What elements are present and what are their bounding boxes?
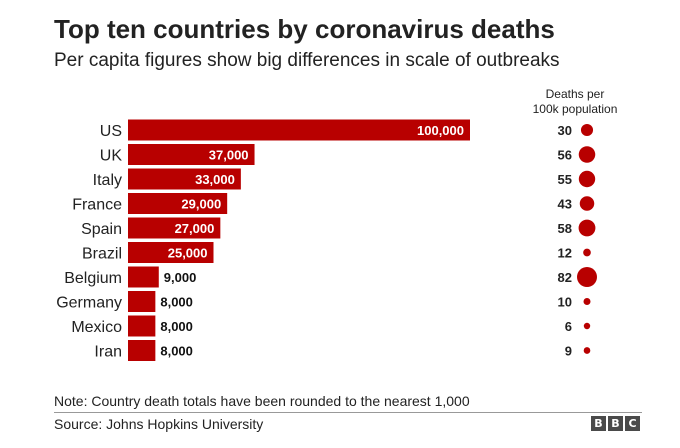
per-capita-value: 30 — [558, 123, 572, 138]
bar — [128, 291, 156, 312]
chart-row: US 100,000 30 — [100, 119, 594, 141]
bar-value-label: 29,000 — [181, 197, 221, 212]
category-label: Spain — [81, 221, 122, 238]
per-capita-dot — [583, 322, 591, 330]
bar-value-label: 8,000 — [160, 295, 193, 310]
chart-row: Germany 8,000 10 — [56, 291, 591, 312]
chart-row: Iran 8,000 9 — [94, 340, 591, 361]
chart-row: Mexico 8,000 6 — [71, 315, 591, 337]
per-capita-value: 6 — [565, 319, 572, 334]
bar-value-label: 33,000 — [195, 172, 235, 187]
bar-value-label: 37,000 — [209, 148, 249, 163]
per-capita-dot — [580, 123, 594, 137]
per-capita-value: 43 — [558, 197, 572, 212]
category-label: Italy — [93, 172, 122, 189]
bar — [128, 193, 228, 214]
per-capita-value: 58 — [558, 221, 572, 236]
bar — [128, 119, 470, 141]
bar-value-label: 100,000 — [417, 123, 464, 138]
bar — [128, 168, 241, 190]
bbc-logo-block: B — [591, 416, 606, 431]
per-capita-value: 82 — [558, 270, 572, 285]
category-label: Brazil — [82, 246, 122, 263]
bar-value-label: 27,000 — [175, 221, 215, 236]
category-label: UK — [100, 148, 123, 165]
source-note: Source: Johns Hopkins University — [54, 416, 264, 432]
per-capita-dot — [583, 248, 591, 257]
per-capita-value: 12 — [558, 246, 572, 261]
chart-row: Italy 33,000 55 — [93, 168, 596, 190]
chart-area: Deaths per 100k population US 100,000 30 UK… — [56, 87, 618, 361]
bar — [128, 242, 214, 263]
category-label: Mexico — [71, 319, 122, 336]
per-capita-dot — [577, 267, 597, 287]
per-capita-header-line-1: Deaths per — [546, 87, 605, 101]
chart-subtitle: Per capita figures show big differences … — [54, 50, 560, 71]
bar-value-label: 25,000 — [168, 246, 208, 261]
per-capita-value: 56 — [558, 148, 572, 163]
category-label: Belgium — [64, 270, 122, 287]
per-capita-value: 10 — [558, 295, 572, 310]
bar — [128, 340, 156, 361]
chart-title: Top ten countries by coronavirus deaths — [54, 14, 555, 44]
chart-row: France 29,000 43 — [72, 193, 595, 214]
per-capita-value: 55 — [558, 172, 572, 187]
bar — [128, 144, 255, 165]
footer-divider — [54, 412, 642, 413]
category-label: Iran — [94, 344, 122, 361]
per-capita-dot — [579, 196, 595, 211]
footnote: Note: Country death totals have been rou… — [54, 393, 470, 409]
bbc-logo-block: B — [608, 416, 623, 431]
per-capita-dot — [578, 170, 596, 188]
bbc-logo-block: C — [625, 416, 640, 431]
per-capita-value: 9 — [565, 344, 572, 359]
category-label: Germany — [56, 295, 122, 312]
chart-row: UK 37,000 56 — [100, 144, 596, 165]
chart-row: Spain 27,000 58 — [81, 217, 596, 239]
chart-rows: US 100,000 30 UK 37,000 56 Italy 33,000 55 France… — [56, 119, 597, 361]
bar-value-label: 9,000 — [164, 270, 197, 285]
category-label: France — [72, 197, 122, 214]
per-capita-header-line-2: 100k population — [533, 102, 618, 116]
category-label: US — [100, 123, 122, 140]
bar-value-label: 8,000 — [160, 344, 193, 359]
per-capita-dot — [578, 146, 596, 163]
per-capita-dot — [583, 298, 591, 305]
bar — [128, 315, 156, 337]
chart-row: Belgium 9,000 82 — [64, 266, 597, 288]
bbc-logo: B B C — [591, 416, 640, 431]
bar — [128, 266, 159, 288]
bar-value-label: 8,000 — [160, 319, 193, 334]
per-capita-header: Deaths per 100k population — [533, 87, 618, 116]
chart-row: Brazil 25,000 12 — [82, 242, 591, 263]
bar — [128, 217, 221, 239]
per-capita-dot — [578, 219, 596, 237]
per-capita-dot — [583, 347, 591, 354]
